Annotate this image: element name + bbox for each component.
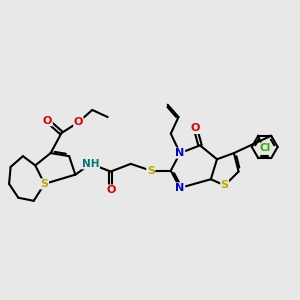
Text: O: O <box>74 117 83 127</box>
Text: NH: NH <box>82 159 100 169</box>
Text: S: S <box>147 166 155 176</box>
Text: O: O <box>106 185 116 195</box>
Text: Cl: Cl <box>260 143 271 153</box>
Text: O: O <box>191 123 200 134</box>
Text: S: S <box>40 179 49 189</box>
Text: N: N <box>176 148 185 158</box>
Text: N: N <box>176 183 185 193</box>
Text: S: S <box>221 180 229 190</box>
Text: O: O <box>43 116 52 126</box>
